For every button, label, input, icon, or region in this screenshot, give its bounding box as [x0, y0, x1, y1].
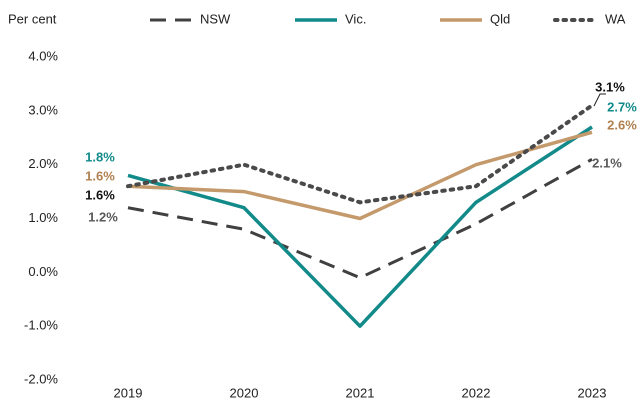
y-axis-label: Per cent	[8, 11, 57, 26]
legend-label: Qld	[490, 11, 510, 26]
legend-label: NSW	[200, 11, 231, 26]
x-tick-label: 2019	[114, 385, 143, 400]
series-line	[127, 125, 593, 328]
data-label: 2.7%	[607, 99, 637, 114]
x-tick-label: 2023	[578, 385, 607, 400]
data-label: 3.1%	[595, 79, 625, 94]
data-label: 1.2%	[88, 209, 118, 224]
y-tick-label: 2.0%	[28, 156, 58, 171]
data-label: 1.8%	[85, 149, 115, 164]
y-tick-label: 1.0%	[28, 210, 58, 225]
y-tick-label: -1.0%	[24, 318, 58, 333]
series-line	[126, 103, 594, 205]
data-label: 1.6%	[85, 168, 115, 183]
data-label: 2.6%	[607, 117, 637, 132]
x-tick-label: 2020	[230, 385, 259, 400]
data-label: 1.6%	[85, 187, 115, 202]
legend-label: Vic.	[345, 11, 366, 26]
y-tick-label: 0.0%	[28, 264, 58, 279]
legend-label: WA	[605, 11, 626, 26]
series-line	[127, 130, 593, 221]
leader-line	[593, 93, 606, 107]
x-tick-label: 2022	[462, 385, 491, 400]
data-label: 2.1%	[592, 155, 622, 170]
y-tick-label: 4.0%	[28, 48, 58, 63]
y-tick-label: 3.0%	[28, 102, 58, 117]
series-line	[127, 157, 593, 280]
x-tick-label: 2021	[346, 385, 375, 400]
y-tick-label: -2.0%	[24, 371, 58, 386]
